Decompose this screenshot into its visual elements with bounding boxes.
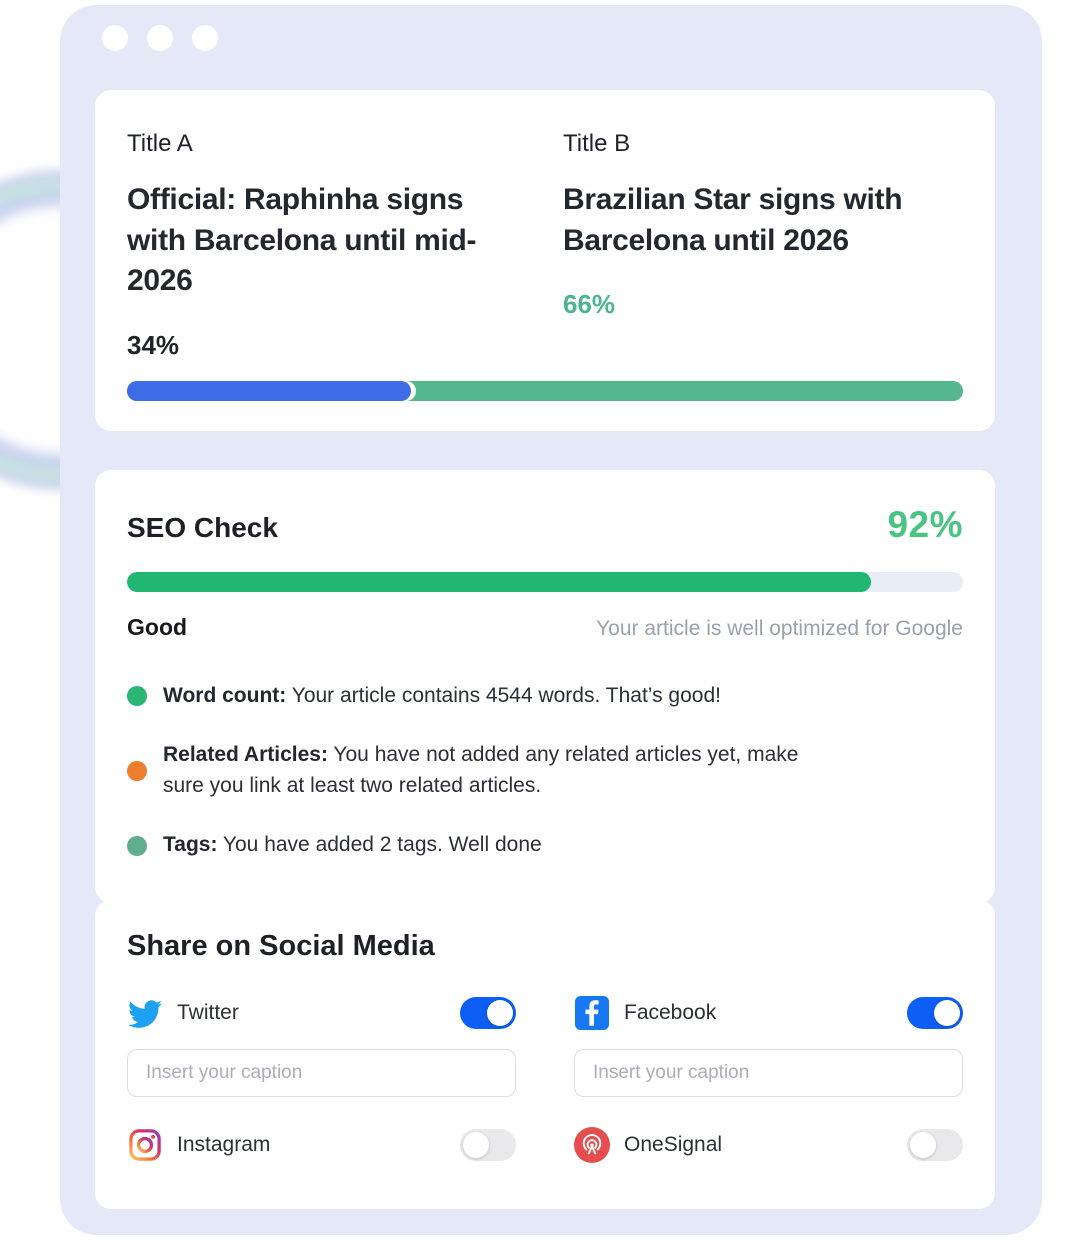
platform-name-facebook: Facebook (624, 1001, 717, 1024)
variants-grid: Title A Official: Raphinha signs with Ba… (127, 130, 963, 361)
ab-test-card: Title A Official: Raphinha signs with Ba… (95, 90, 995, 431)
seo-score: 92% (887, 504, 963, 545)
check-item-word-count: Word count: Your article contains 4544 w… (127, 681, 963, 711)
check-item-related-articles: Related Articles: You have not added any… (127, 740, 963, 801)
social-share-card: Share on Social Media Twitter Facebook (95, 900, 995, 1209)
facebook-icon (574, 995, 610, 1031)
toggle-knob (934, 1000, 960, 1026)
platform-name-twitter: Twitter (177, 1001, 239, 1024)
check-item-body: Your article contains 4544 words. That’s… (291, 684, 721, 707)
social-grid: Twitter Facebook (127, 995, 963, 1163)
facebook-toggle[interactable] (907, 997, 963, 1029)
seo-status-caption: Your article is well optimized for Googl… (596, 617, 963, 640)
check-item-label: Related Articles: (163, 743, 328, 767)
check-item-label: Word count: (163, 684, 287, 707)
seo-progress-track (127, 572, 963, 592)
check-item-text: Tags: You have added 2 tags. Well done (163, 830, 542, 860)
onesignal-toggle[interactable] (907, 1129, 963, 1161)
window-dot (192, 25, 218, 51)
variant-a-label: Title A (127, 130, 193, 157)
instagram-icon (127, 1127, 163, 1163)
platform-name-instagram: Instagram (177, 1133, 271, 1156)
ab-split-bar-segment-a (127, 380, 412, 401)
platform-row-onesignal: OneSignal (574, 1127, 963, 1163)
platform-row-instagram: Instagram (127, 1127, 516, 1163)
window-controls (102, 25, 218, 51)
check-item-body: You have added 2 tags. Well done (222, 833, 542, 857)
seo-check-card: SEO Check 92% Good Your article is well … (95, 470, 995, 903)
seo-progress-fill (127, 572, 872, 592)
variant-b: Title B Brazilian Star signs with Barcel… (563, 130, 963, 361)
twitter-toggle[interactable] (460, 997, 516, 1029)
facebook-caption-input[interactable] (574, 1049, 963, 1097)
platform-row-twitter: Twitter (127, 995, 516, 1031)
variant-b-label: Title B (563, 130, 631, 157)
variant-b-headline: Brazilian Star signs with Barcelona unti… (563, 183, 903, 257)
seo-checklist: Word count: Your article contains 4544 w… (127, 681, 963, 861)
toggle-knob (487, 1000, 513, 1026)
check-item-body: You have not added any related articles … (163, 743, 799, 797)
variant-b-share: 66% (563, 289, 616, 319)
ab-split-bar (127, 380, 963, 401)
window-dot (102, 25, 128, 51)
seo-status-label: Good (127, 614, 188, 640)
twitter-caption-input[interactable] (127, 1049, 516, 1097)
variant-a-share: 34% (127, 329, 180, 360)
instagram-toggle[interactable] (460, 1129, 516, 1161)
seo-status-row: Good Your article is well optimized for … (127, 614, 963, 641)
variant-a: Title A Official: Raphinha signs with Ba… (127, 130, 527, 361)
twitter-icon (127, 995, 163, 1031)
toggle-knob (910, 1132, 936, 1158)
social-share-title: Share on Social Media (127, 930, 435, 962)
check-item-label: Tags: (163, 833, 218, 857)
variant-a-headline: Official: Raphinha signs with Barcelona … (127, 183, 477, 297)
check-item-text: Related Articles: You have not added any… (163, 740, 808, 801)
platform-name-onesignal: OneSignal (624, 1133, 723, 1156)
check-item-tags: Tags: You have added 2 tags. Well done (127, 830, 963, 860)
seo-header: SEO Check 92% (127, 504, 963, 546)
toggle-knob (463, 1132, 489, 1158)
check-item-text: Word count: Your article contains 4544 w… (163, 681, 721, 711)
onesignal-icon (574, 1127, 610, 1163)
browser-window: Title A Official: Raphinha signs with Ba… (60, 5, 1042, 1235)
seo-title: SEO Check (127, 512, 278, 543)
status-dot-icon (127, 760, 147, 781)
platform-row-facebook: Facebook (574, 995, 963, 1031)
window-dot (147, 25, 173, 51)
status-dot-icon (127, 835, 147, 856)
status-dot-icon (127, 686, 147, 707)
